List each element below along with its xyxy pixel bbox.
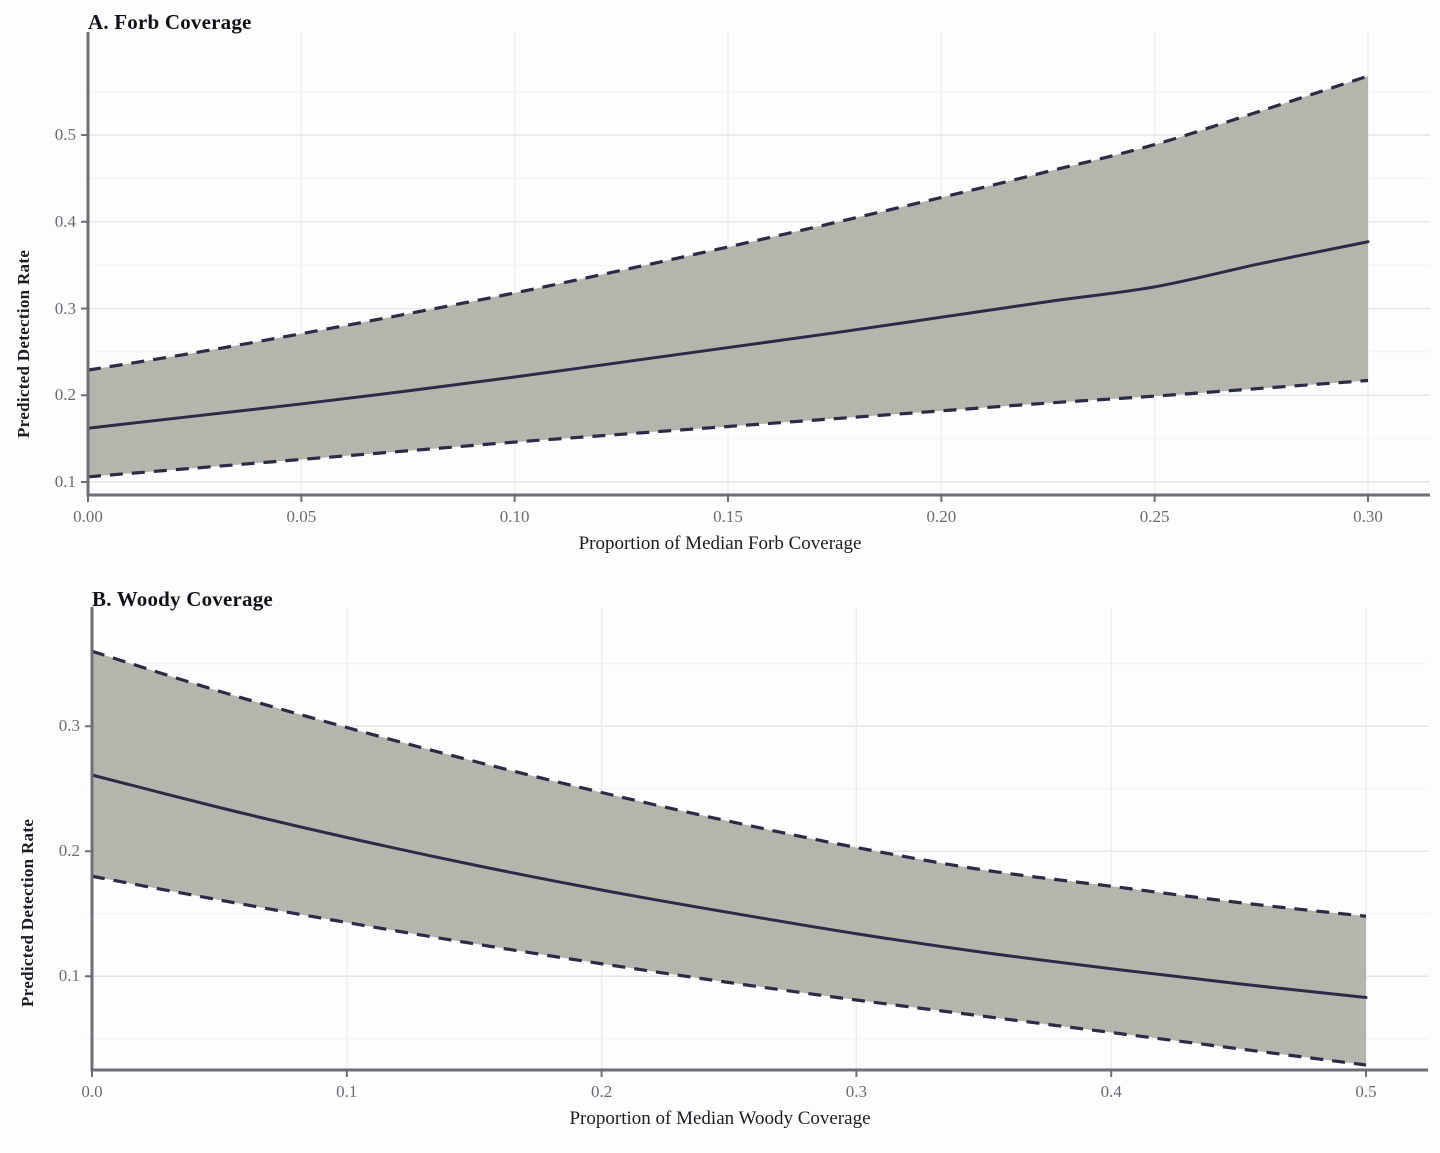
panel-a-x-tick-label: 0.00 xyxy=(73,507,103,526)
panel-a-x-axis-title: Proportion of Median Forb Coverage xyxy=(578,533,862,554)
panel-b-plot xyxy=(85,607,1428,1077)
panel-a-y-tick-label: 0.5 xyxy=(54,125,76,145)
panel-a-y-tick-label: 0.2 xyxy=(54,385,76,405)
panel-a-y-tick-label: 0.1 xyxy=(54,471,76,491)
panel-a-x-tick-label: 0.20 xyxy=(926,507,957,526)
panel-b-x-tick-label: 0.1 xyxy=(336,1082,358,1101)
panel-a-x-tick-label: 0.25 xyxy=(1139,507,1170,526)
panel-a-y-tick-label: 0.4 xyxy=(54,211,76,231)
panel-a-x-tick-label: 0.05 xyxy=(286,507,317,526)
panel-b-x-tick-label: 0.3 xyxy=(845,1082,868,1101)
panel-a-x-tick-label: 0.15 xyxy=(713,507,743,526)
panel-a-plot xyxy=(81,32,1430,502)
panel-b-x-tick-label: 0.2 xyxy=(590,1082,613,1101)
panel-b-y-tick-label: 0.3 xyxy=(58,716,80,736)
panel-a-x-tick-label: 0.30 xyxy=(1353,507,1383,526)
panel-b-y-tick-label: 0.2 xyxy=(58,841,80,861)
panel-b-x-tick-label: 0.5 xyxy=(1355,1082,1377,1101)
panel-b-x-axis-title: Proportion of Median Woody Coverage xyxy=(569,1108,871,1129)
panel-b-x-tick-label: 0.0 xyxy=(81,1082,103,1101)
panel-a-y-tick-label: 0.3 xyxy=(54,298,76,318)
panel-a-x-tick-label: 0.10 xyxy=(499,507,530,526)
panel-b-x-tick-label: 0.4 xyxy=(1100,1082,1122,1101)
panel-forb-coverage: A. Forb Coverage Predicted Detection Rat… xyxy=(0,0,1440,576)
panel-a-title: A. Forb Coverage xyxy=(88,10,252,34)
panel-woody-coverage: B. Woody Coverage Predicted Detection Ra… xyxy=(0,576,1440,1153)
panel-b-y-tick-label: 0.1 xyxy=(58,966,80,986)
panel-b-title: B. Woody Coverage xyxy=(92,587,273,611)
